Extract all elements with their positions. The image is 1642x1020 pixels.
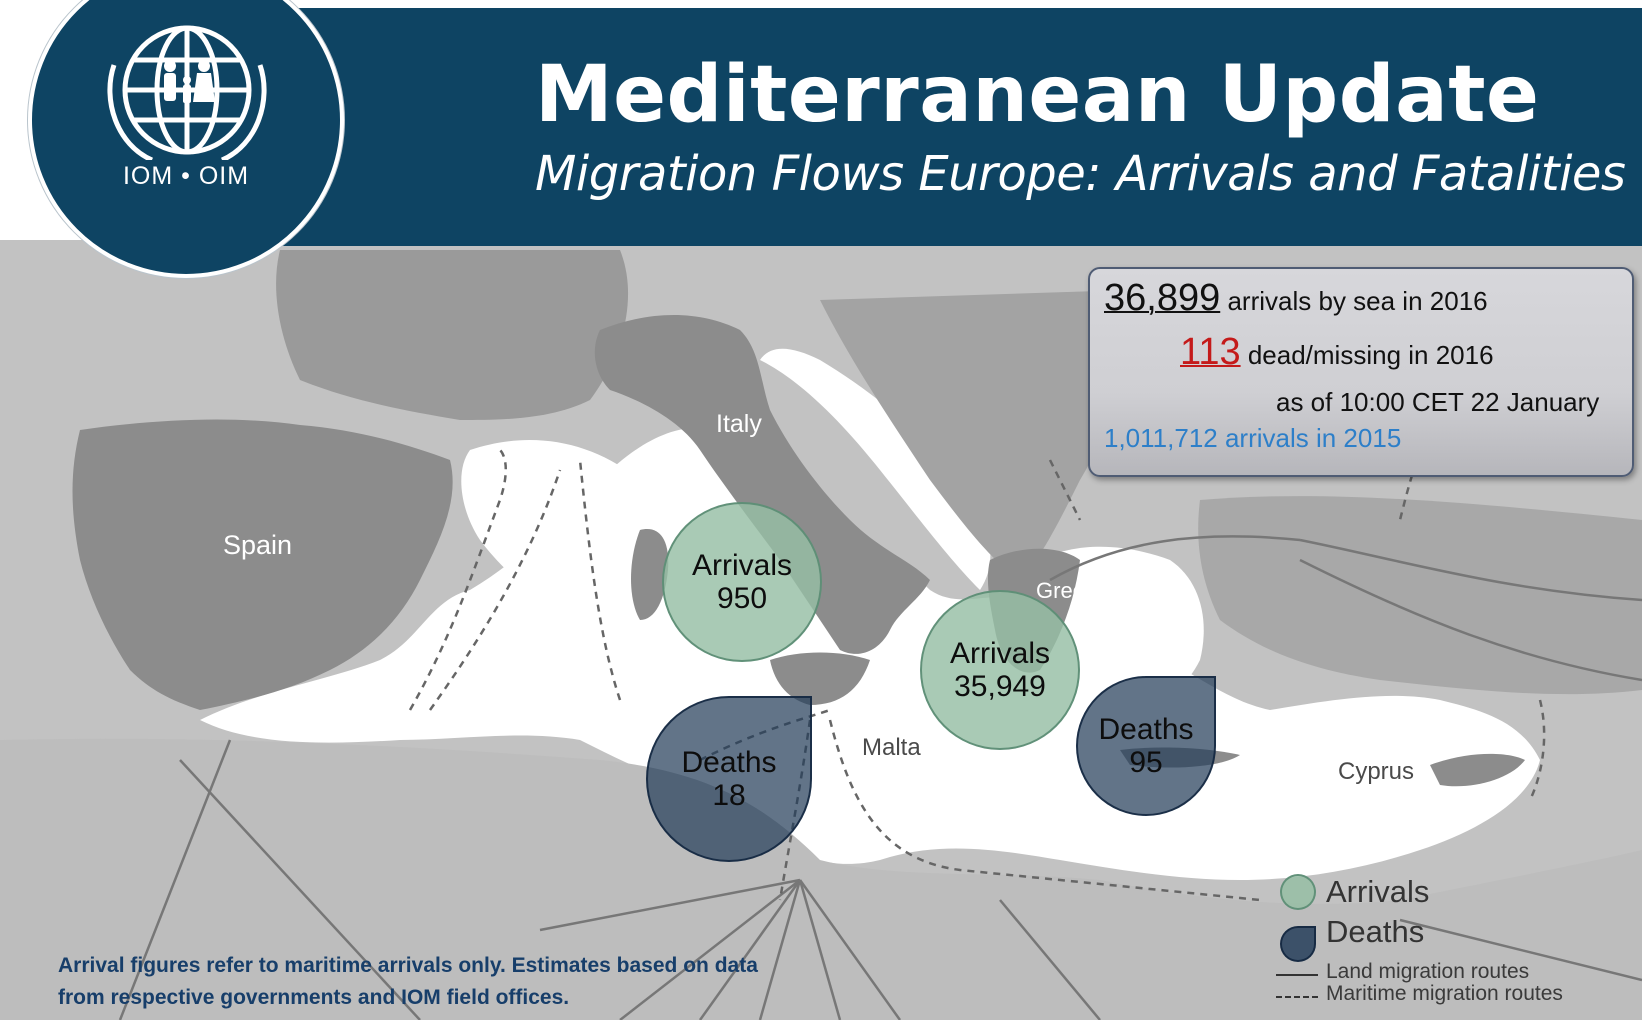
page-subtitle: Migration Flows Europe: Arrivals and Fat… — [535, 146, 1626, 202]
logo-text: IOM • OIM — [122, 162, 250, 190]
arrivals-2015-text: 1,011,712 arrivals in 2015 — [1104, 423, 1402, 453]
page-title: Mediterranean Update — [535, 50, 1540, 140]
bubble-value: 18 — [712, 779, 746, 812]
balkans-landmass — [820, 290, 1132, 580]
bubble-value: 35,949 — [954, 670, 1046, 703]
legend-maritime-routes: Maritime migration routes — [1326, 982, 1563, 1005]
cyprus-landmass — [1430, 753, 1525, 787]
italy-deaths-bubble: Deaths 18 — [646, 696, 812, 862]
arrivals-legend-swatch — [1280, 874, 1316, 910]
legend-deaths: Deaths — [1326, 914, 1425, 949]
dead-2016-value: 113 — [1180, 331, 1241, 373]
label-italy: Italy — [716, 410, 762, 438]
france-landmass — [276, 250, 629, 420]
adriatic-sea — [760, 348, 991, 590]
italy-arrivals-bubble: Arrivals 950 — [662, 502, 822, 662]
dead-2016-label: dead/missing in 2016 — [1247, 340, 1494, 370]
north-africa-landmass — [0, 738, 1642, 1020]
greece-deaths-bubble: Deaths 95 — [1076, 676, 1216, 816]
dead-2016-line: 113 dead/missing in 2016 — [1180, 331, 1494, 374]
arrivals-2016-value: 36,899 — [1104, 277, 1221, 319]
bubble-value: 95 — [1129, 746, 1163, 779]
map-legend: Arrivals Deaths Land migration routes Ma… — [1270, 870, 1642, 1020]
footnote-line-1: Arrival figures refer to maritime arriva… — [58, 954, 758, 977]
stats-box: 36,899 arrivals by sea in 2016 113 dead/… — [1088, 267, 1634, 477]
footnote: Arrival figures refer to maritime arriva… — [58, 950, 818, 1014]
iom-logo: IOM • OIM — [28, 0, 344, 278]
label-malta: Malta — [862, 734, 921, 761]
land-route-line-sample — [1276, 974, 1318, 976]
bubble-label: Arrivals — [691, 549, 792, 582]
bubble-label: Deaths — [681, 746, 777, 779]
italy-landmass — [594, 315, 930, 654]
header-banner — [175, 8, 1642, 246]
bubble-value: 950 — [716, 582, 768, 615]
arrivals-2016-line: 36,899 arrivals by sea in 2016 — [1104, 277, 1488, 320]
bubble-label: Arrivals — [949, 637, 1050, 670]
bubble-label: Deaths — [1098, 713, 1194, 746]
globe-family-icon — [107, 25, 267, 160]
footnote-line-2: from respective governments and IOM fiel… — [58, 986, 570, 1009]
label-spain: Spain — [223, 530, 293, 560]
turkey-landmass — [1198, 496, 1642, 695]
sicily-landmass — [770, 652, 870, 705]
legend-land-routes: Land migration routes — [1326, 960, 1530, 983]
maritime-route-line-sample — [1276, 996, 1318, 998]
label-cyprus: Cyprus — [1338, 758, 1415, 785]
deaths-legend-swatch — [1280, 926, 1316, 962]
sardinia-landmass — [631, 529, 669, 620]
spain-landmass — [72, 419, 453, 710]
greece-arrivals-bubble: Arrivals 35,949 — [920, 590, 1080, 750]
arrivals-2016-label: arrivals by sea in 2016 — [1227, 286, 1488, 316]
label-greece: Greece — [1036, 578, 1109, 603]
legend-arrivals: Arrivals — [1326, 874, 1430, 909]
land-migration-routes — [118, 535, 1642, 1020]
as-of-text: as of 10:00 CET 22 January — [1276, 387, 1600, 417]
